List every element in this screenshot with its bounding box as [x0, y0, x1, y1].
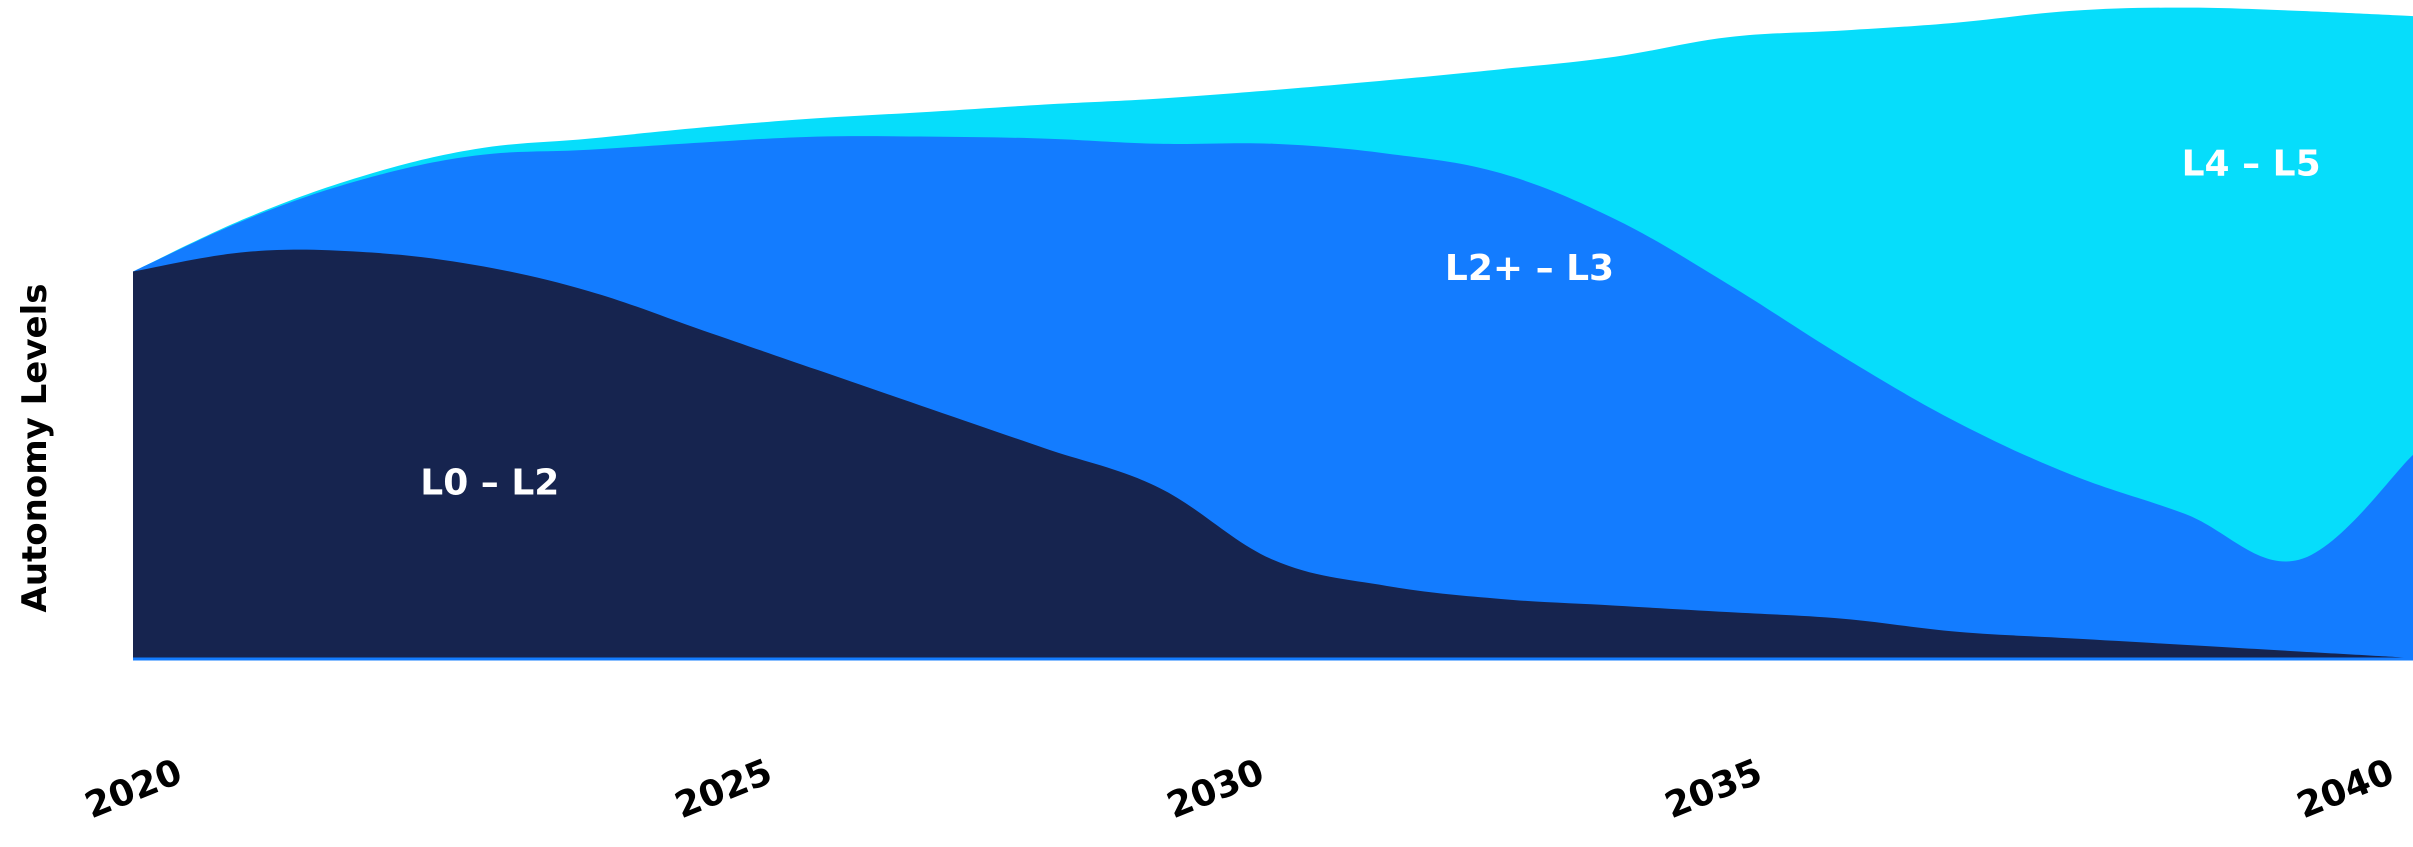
- x-tick-label-2040: 2040: [2292, 752, 2400, 828]
- x-tick-label-2025: 2025: [670, 752, 778, 828]
- series-area-l0-l2: [133, 249, 2413, 659]
- area-layers: [133, 7, 2413, 659]
- y-axis-title: Autonomy Levels: [15, 284, 55, 613]
- x-tick-label-2035: 2035: [1660, 752, 1768, 828]
- band-labels: L0 – L2 L2+ – L3 L4 – L5: [420, 143, 2320, 503]
- x-tick-label-2020: 2020: [80, 752, 188, 828]
- band-label-l0-l2: L0 – L2: [420, 462, 559, 503]
- x-tick-label-2030: 2030: [1162, 752, 1270, 828]
- band-label-l2plus-l3: L2+ – L3: [1445, 248, 1614, 289]
- band-label-l4-l5: L4 – L5: [2182, 143, 2321, 184]
- x-tick-labels: 2020 2025 2030 2035 2040: [80, 752, 2400, 828]
